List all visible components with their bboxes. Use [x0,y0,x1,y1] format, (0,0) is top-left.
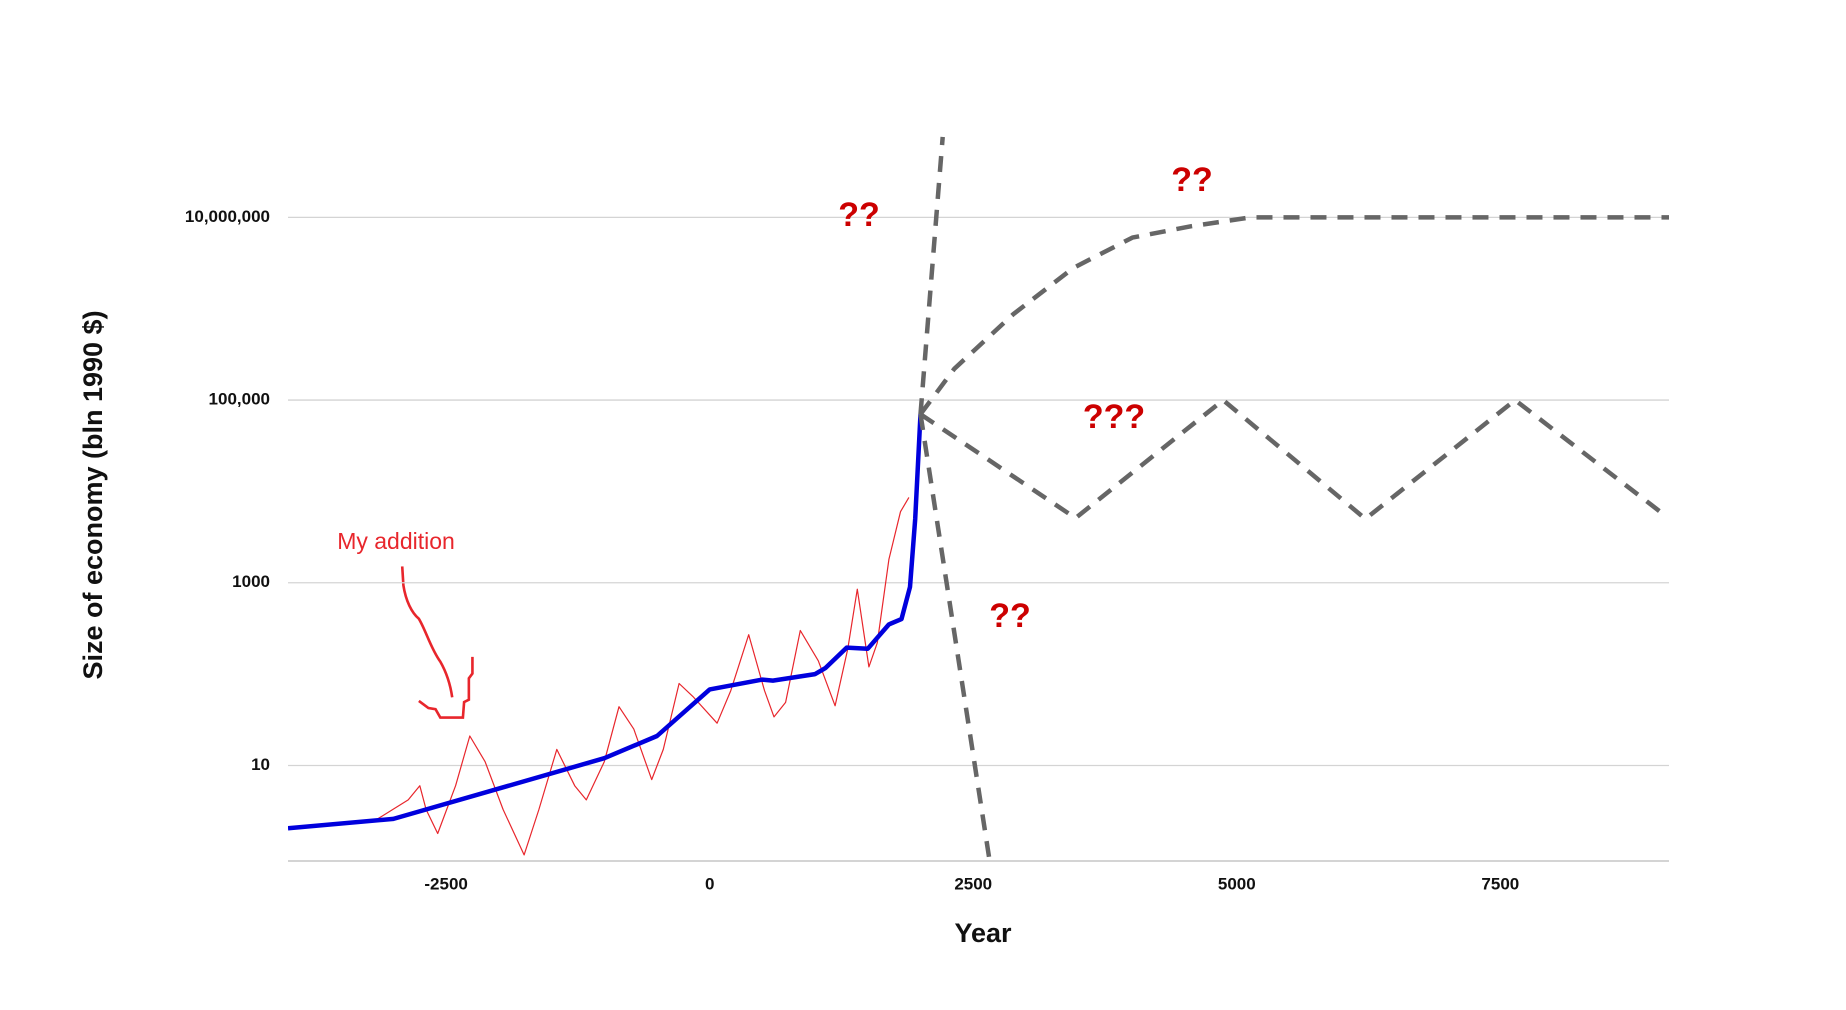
series-line [918,413,992,858]
x-axis-title: Year [954,918,1012,948]
x-tick-label: -2500 [424,874,467,893]
plot-area [288,136,1669,858]
annotation: My addition [337,528,455,554]
y-tick-label: 1000 [232,572,270,591]
annotation: ?? [1171,161,1213,199]
series-line [918,215,1669,416]
y-tick-label: 10 [251,755,270,774]
y-tick-label: 10,000,000 [185,207,270,226]
x-tick-label: 7500 [1481,874,1519,893]
x-tick-label: 2500 [954,874,992,893]
annotation: ?? [989,597,1031,635]
series-line [918,136,945,415]
y-tick-label: 100,000 [209,390,270,409]
y-axis-title: Size of economy (bln 1990 $) [78,310,108,679]
series-line [919,397,1666,522]
x-tick-label: 0 [705,874,714,893]
x-tick-label: 5000 [1218,874,1256,893]
series-line [288,414,923,831]
hand-drawn-bracket [400,566,474,719]
annotation: ?? [838,196,880,234]
annotation: ??? [1083,398,1145,436]
